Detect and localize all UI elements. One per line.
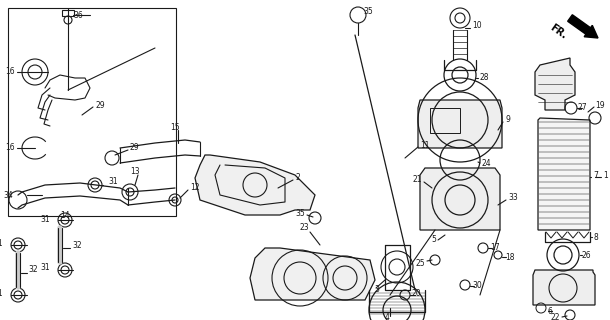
Text: 18: 18: [505, 253, 514, 262]
Text: 35: 35: [363, 7, 373, 17]
Text: 26: 26: [582, 251, 592, 260]
Text: 13: 13: [130, 167, 140, 177]
Text: 14: 14: [60, 211, 70, 220]
Text: 29: 29: [95, 100, 105, 109]
Text: 2: 2: [295, 173, 300, 182]
Bar: [430, 108, 460, 133]
Bar: [8, 8, 176, 216]
Text: 24: 24: [482, 158, 492, 167]
Polygon shape: [538, 118, 590, 230]
Text: 17: 17: [490, 244, 500, 252]
Text: 32: 32: [28, 266, 38, 275]
Text: 34: 34: [3, 190, 13, 199]
Text: 4: 4: [385, 314, 390, 320]
Polygon shape: [195, 155, 315, 215]
Polygon shape: [533, 270, 595, 305]
Polygon shape: [420, 168, 500, 230]
Text: 7: 7: [593, 171, 598, 180]
Text: 20: 20: [412, 290, 422, 299]
Text: 31: 31: [0, 289, 3, 298]
Text: 11: 11: [420, 140, 429, 149]
Text: 32: 32: [72, 241, 82, 250]
Text: 8: 8: [593, 233, 598, 242]
Text: 35: 35: [295, 209, 305, 218]
Text: 6: 6: [548, 307, 553, 316]
Text: 29: 29: [130, 143, 140, 153]
Text: 10: 10: [472, 20, 482, 29]
Text: 31: 31: [40, 215, 50, 225]
Bar: [62, 10, 74, 16]
Text: 22: 22: [550, 314, 560, 320]
Polygon shape: [418, 100, 502, 148]
Text: 33: 33: [508, 194, 518, 203]
Text: 21: 21: [412, 175, 422, 185]
Text: 9: 9: [505, 116, 510, 124]
Text: 28: 28: [480, 74, 489, 83]
Text: 36: 36: [73, 11, 83, 20]
Text: 3: 3: [374, 285, 379, 294]
Polygon shape: [250, 248, 375, 300]
Polygon shape: [535, 58, 575, 110]
Text: 12: 12: [190, 183, 199, 193]
Text: 31: 31: [108, 178, 118, 187]
Text: 15: 15: [170, 124, 179, 132]
Text: 5: 5: [431, 236, 436, 244]
Text: 30: 30: [472, 282, 482, 291]
FancyArrow shape: [568, 15, 598, 38]
Text: 1: 1: [603, 171, 608, 180]
Text: 19: 19: [595, 100, 605, 109]
Text: 23: 23: [300, 223, 310, 233]
Text: 27: 27: [578, 103, 587, 113]
Text: FR.: FR.: [548, 23, 569, 41]
Text: 31: 31: [40, 263, 50, 273]
Text: 31: 31: [0, 238, 3, 247]
Text: 16: 16: [5, 143, 15, 153]
Text: 25: 25: [415, 259, 425, 268]
Text: 16: 16: [5, 68, 15, 76]
